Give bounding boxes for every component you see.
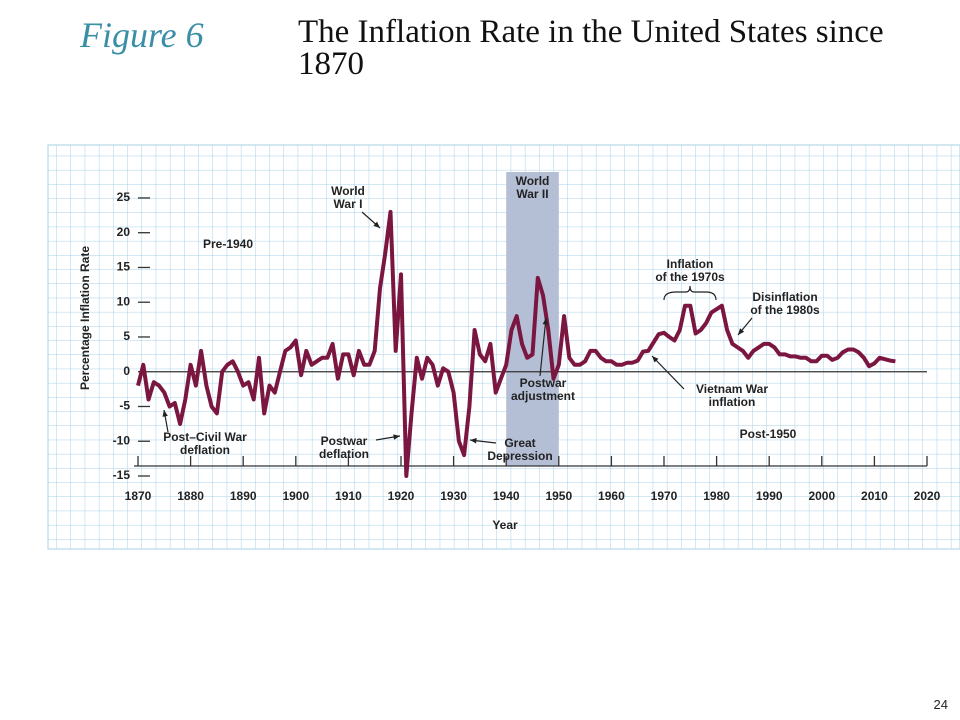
page-number: 24 (933, 697, 948, 712)
annotation-brace (663, 285, 717, 301)
arrow-head (470, 438, 477, 444)
y-tick-label: -15 (113, 468, 131, 482)
annotation: Disinflation (752, 290, 817, 304)
x-tick-label: 1900 (282, 489, 309, 503)
x-tick-label: 1880 (177, 489, 204, 503)
y-axis-label: Percentage Inflation Rate (78, 246, 92, 390)
arrow-head (738, 328, 745, 335)
arrow-head (393, 434, 400, 440)
y-tick-label: 10 (117, 294, 131, 308)
x-tick-label: 1870 (125, 489, 152, 503)
y-tick-label: 5 (123, 329, 130, 343)
x-tick-label: 2010 (861, 489, 888, 503)
grid-paper-border (47, 144, 960, 550)
chart-title: The Inflation Rate in the United States … (298, 14, 884, 82)
x-tick-label: 1890 (230, 489, 257, 503)
annotation: deflation (319, 447, 369, 461)
annotation: Depression (487, 449, 552, 463)
y-tick-label: 0 (123, 364, 130, 378)
annotation: Postwar (321, 434, 368, 448)
x-axis-label: Year (492, 518, 518, 532)
y-tick-label: 20 (117, 225, 131, 239)
x-tick-label: 1970 (651, 489, 678, 503)
annotation: Pre-1940 (203, 237, 253, 251)
annotation: Postwar (520, 376, 567, 390)
x-tick-label: 1950 (545, 489, 572, 503)
annotation: of the 1980s (750, 303, 820, 317)
annotation: Inflation (667, 257, 714, 271)
figure-label: Figure 6 (80, 15, 204, 55)
arrow-head (542, 318, 549, 325)
annotation: Post-1950 (740, 427, 797, 441)
annotation: deflation (180, 443, 230, 457)
annotation-arrow (539, 317, 547, 377)
annotation: Post–Civil War (163, 430, 247, 444)
shaded-label: World (516, 174, 550, 188)
arrow-head (162, 410, 168, 417)
x-tick-label: 1910 (335, 489, 362, 503)
annotation-arrow (651, 355, 685, 390)
x-tick-label: 1920 (388, 489, 415, 503)
x-tick-label: 2020 (914, 489, 941, 503)
annotation: Vietnam War (696, 382, 768, 396)
arrow-head (373, 221, 380, 228)
arrow-head (652, 356, 659, 363)
x-tick-label: 1930 (440, 489, 467, 503)
x-tick-label: 1980 (703, 489, 730, 503)
x-tick-label: 1940 (493, 489, 520, 503)
y-tick-label: -5 (119, 399, 130, 413)
annotation: Great (504, 436, 535, 450)
annotation: World (331, 184, 365, 198)
x-tick-label: 2000 (808, 489, 835, 503)
x-tick-label: 1990 (756, 489, 783, 503)
inflation-line (136, 209, 896, 478)
annotation: of the 1970s (655, 270, 725, 284)
y-tick-label: 25 (117, 190, 131, 204)
grid-paper (48, 145, 960, 549)
y-tick-label: 15 (117, 260, 131, 274)
y-tick-label: -10 (113, 433, 131, 447)
annotation: inflation (709, 395, 756, 409)
annotation: adjustment (511, 389, 575, 403)
shaded-label: War II (516, 187, 548, 201)
x-tick-label: 1960 (598, 489, 625, 503)
annotation: War I (334, 197, 363, 211)
